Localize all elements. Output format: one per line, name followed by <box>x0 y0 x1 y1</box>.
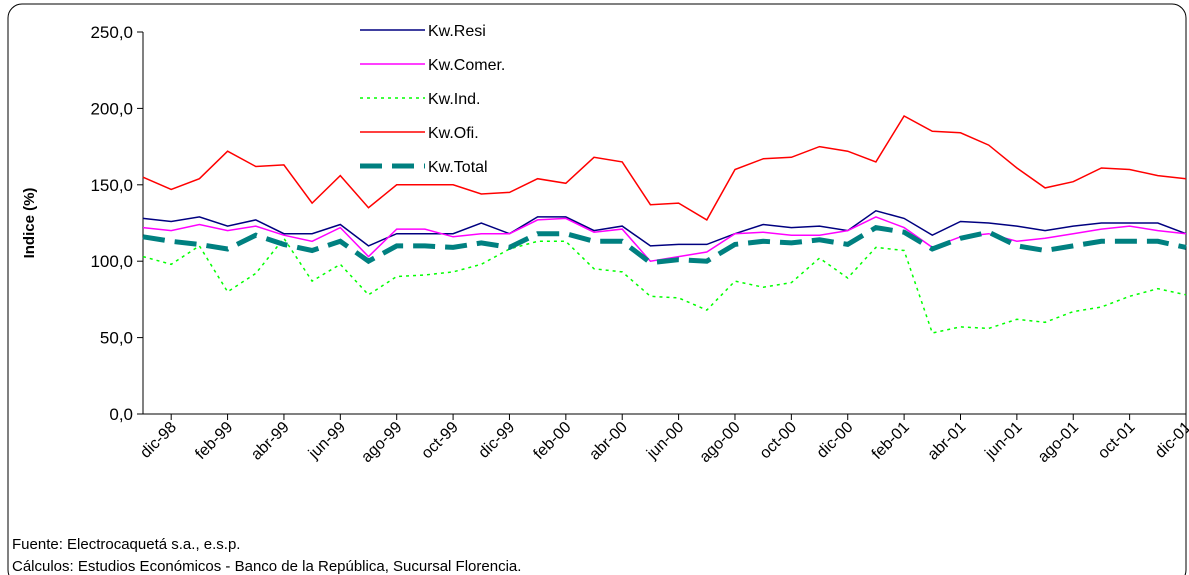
x-tick-label: oct-00 <box>757 419 801 463</box>
x-tick-label: feb-99 <box>192 419 236 463</box>
x-tick-label: jun-01 <box>982 419 1026 463</box>
x-tick-label: abr-00 <box>586 419 631 464</box>
x-tick-label: abr-99 <box>248 419 293 464</box>
x-tick-label: jun-99 <box>305 419 349 463</box>
y-axis-label: Indice (%) <box>21 188 38 259</box>
y-tick-label: 200,0 <box>90 99 133 118</box>
y-tick-label: 100,0 <box>90 252 133 271</box>
x-tick-label: ago-01 <box>1035 419 1082 466</box>
x-tick-label: ago-00 <box>697 419 744 466</box>
x-tick-label: dic-01 <box>1152 419 1189 462</box>
series-line <box>142 209 1187 247</box>
x-tick-label: oct-99 <box>418 419 462 463</box>
legend-label: Kw.Comer. <box>428 57 505 74</box>
x-tick-label: dic-99 <box>475 419 518 462</box>
x-tick-label: oct-01 <box>1095 419 1139 463</box>
x-tick-label: abr-01 <box>925 419 970 464</box>
series-line <box>142 216 1187 263</box>
y-tick-label: 150,0 <box>90 176 133 195</box>
series-line <box>142 115 1187 221</box>
legend-label: Kw.Resi <box>428 23 486 40</box>
series-line <box>142 237 1187 334</box>
x-tick-label: feb-01 <box>869 419 913 463</box>
legend-label: Kw.Total <box>428 159 488 176</box>
series-line <box>142 224 1187 266</box>
calc-note: Cálculos: Estudios Económicos - Banco de… <box>12 558 521 575</box>
x-tick-label: ago-99 <box>358 419 405 466</box>
chart-border <box>7 3 1187 575</box>
legend-label: Kw.Ind. <box>428 91 480 108</box>
source-note: Fuente: Electrocaquetá s.a., e.s.p. <box>12 536 240 553</box>
x-tick-label: dic-98 <box>137 419 180 462</box>
x-tick-label: dic-00 <box>814 419 857 462</box>
x-tick-label: jun-00 <box>643 419 687 463</box>
y-tick-label: 50,0 <box>100 329 133 348</box>
y-tick-label: 250,0 <box>90 23 133 42</box>
legend-label: Kw.Ofi. <box>428 125 479 142</box>
x-tick-label: feb-00 <box>531 419 575 463</box>
y-tick-label: 0,0 <box>109 405 133 424</box>
